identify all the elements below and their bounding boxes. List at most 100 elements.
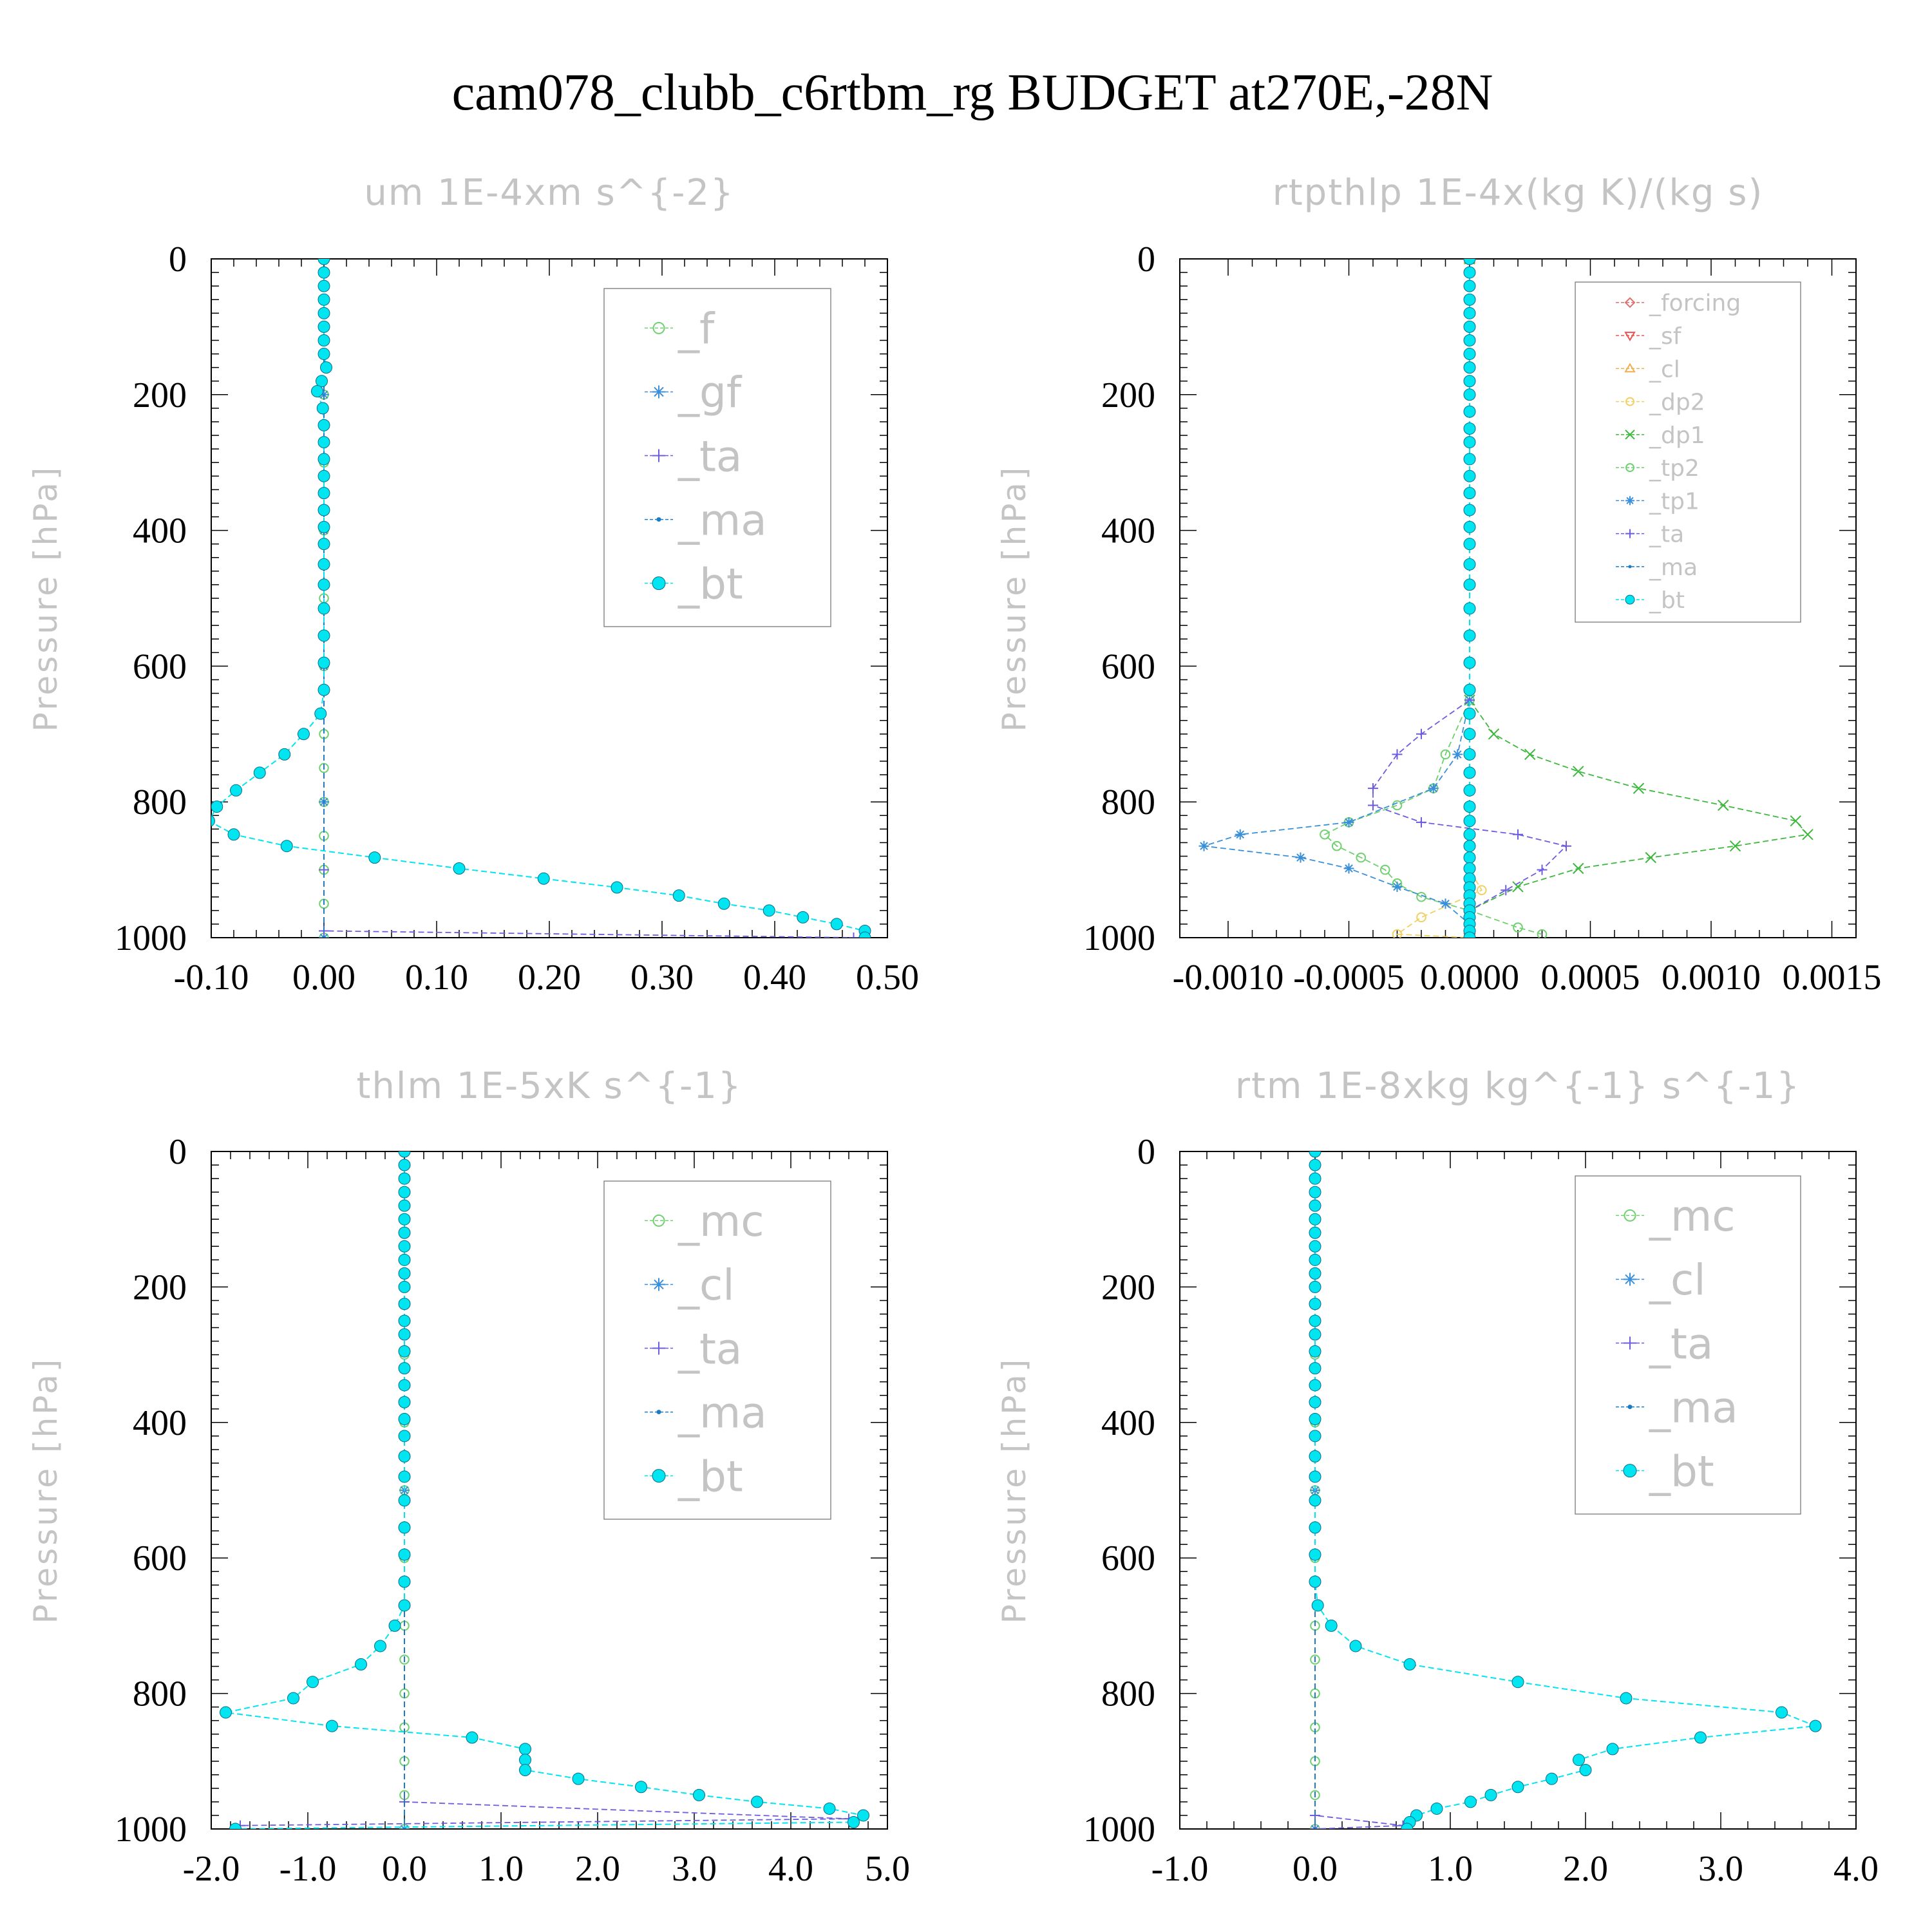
data-point <box>1349 1640 1362 1653</box>
data-point <box>1235 829 1245 840</box>
panel-2: rtpthlp 1E-4x(kg K)/(kg s) Pressure [hPa]… <box>996 172 1882 998</box>
series-line <box>1314 1151 1816 1829</box>
data-point <box>1537 864 1548 875</box>
data-point <box>1561 840 1571 851</box>
legend-label: _mc <box>677 1197 764 1246</box>
legend-marker <box>652 1278 665 1291</box>
y-tick-label: 200 <box>1101 1267 1155 1307</box>
data-point <box>1463 320 1476 333</box>
data-point <box>211 800 223 813</box>
data-point <box>1463 487 1476 500</box>
y-tick-label: 400 <box>1101 511 1155 551</box>
data-point <box>672 889 685 902</box>
x-tick-label: 0.20 <box>518 958 581 998</box>
data-point <box>398 1314 411 1327</box>
x-tick-label: 0.0 <box>1293 1849 1338 1889</box>
panel-3: thlm 1E-5xK s^{-1} Pressure [hPa] 0 200 400 6… <box>27 1065 910 1889</box>
x-tick-label: -0.0010 <box>1173 958 1284 998</box>
legend-entry: _cl <box>1616 356 1680 383</box>
data-point <box>1463 348 1476 361</box>
panel-title: um 1E-4xm s^{-2} <box>364 172 734 214</box>
data-point <box>1488 728 1500 740</box>
x-tick-label: 0.0005 <box>1541 958 1640 998</box>
plot-area <box>211 259 871 938</box>
data-point <box>227 828 240 841</box>
data-point <box>398 1328 411 1341</box>
y-tick-label: 1000 <box>1083 1810 1155 1850</box>
data-point <box>1440 898 1451 909</box>
data-point <box>1463 388 1476 401</box>
legend-box <box>1575 281 1801 623</box>
data-point <box>398 1298 411 1311</box>
data-point <box>398 1470 411 1483</box>
data-point <box>388 1619 401 1632</box>
legend-label: _ma <box>1649 1383 1738 1432</box>
data-point <box>1463 469 1476 482</box>
y-tick-label: 800 <box>1101 782 1155 822</box>
data-point <box>1368 800 1378 811</box>
x-tick-label: 0.30 <box>630 958 694 998</box>
legend-label: _ma <box>1649 554 1698 581</box>
data-point <box>519 1743 531 1756</box>
data-point <box>355 1658 367 1671</box>
data-point <box>398 1345 411 1358</box>
data-point <box>317 259 330 265</box>
legend: _mc _cl _ta _ma _bt <box>603 1180 831 1520</box>
legend-label: _bt <box>1649 587 1685 614</box>
data-point <box>1343 863 1354 874</box>
x-tick-label: 0.0 <box>382 1849 427 1889</box>
y-axis-label: Pressure [hPa] <box>996 465 1033 732</box>
data-point <box>317 520 330 533</box>
data-point <box>1309 1226 1321 1239</box>
legend-marker <box>1624 332 1636 342</box>
figure-title: cam078_clubb_c6rtbm_rg BUDGET at270E,-28… <box>452 64 1493 121</box>
y-tick-label: 200 <box>133 375 187 415</box>
data-point <box>1325 1619 1338 1632</box>
data-point <box>1309 1172 1321 1185</box>
legend-entry: _forcing <box>1616 290 1741 317</box>
data-point <box>1463 862 1476 875</box>
data-point <box>317 469 330 482</box>
data-point <box>398 1450 411 1463</box>
plot-area <box>220 1151 869 1829</box>
data-point <box>1476 885 1487 896</box>
data-point <box>320 361 332 374</box>
data-point <box>1463 851 1476 864</box>
data-point <box>317 656 330 669</box>
data-point <box>717 897 730 910</box>
data-point <box>1694 1731 1707 1744</box>
y-tick-label: 0 <box>169 240 187 279</box>
data-point <box>1463 931 1476 938</box>
data-point <box>823 1802 836 1815</box>
data-point <box>1309 1151 1321 1158</box>
data-point <box>317 307 330 319</box>
data-point <box>1511 1676 1524 1689</box>
data-point <box>830 918 843 931</box>
legend-label: _gf <box>677 368 743 417</box>
series-line <box>1323 259 1542 935</box>
data-point <box>1537 929 1548 938</box>
legend-entry: _cl <box>1616 1255 1706 1305</box>
legend-marker <box>1624 297 1636 308</box>
data-point <box>1309 1413 1321 1426</box>
data-point <box>1463 766 1476 779</box>
data-point <box>1463 728 1476 741</box>
x-tick-label: -1.0 <box>1151 1849 1209 1889</box>
data-point <box>398 1362 411 1375</box>
data-point <box>1463 800 1476 813</box>
chart-panels: um 1E-4xm s^{-2} Pressure [hPa] 0 200 400 600… <box>27 172 1882 1889</box>
legend-label: _ma <box>677 1388 767 1437</box>
legend-marker <box>1625 397 1634 406</box>
x-tick-label: 0.0000 <box>1420 958 1519 998</box>
legend-marker <box>1624 1209 1636 1222</box>
legend-label: _tp2 <box>1649 455 1700 482</box>
legend-marker <box>1625 496 1634 506</box>
data-point <box>1501 885 1511 896</box>
legend-label: _forcing <box>1649 290 1741 317</box>
data-point <box>1309 1159 1321 1171</box>
data-point <box>1463 307 1476 319</box>
data-point <box>848 933 859 938</box>
series-bt <box>220 1151 869 1829</box>
data-point <box>1309 1470 1321 1483</box>
data-point <box>762 904 775 917</box>
